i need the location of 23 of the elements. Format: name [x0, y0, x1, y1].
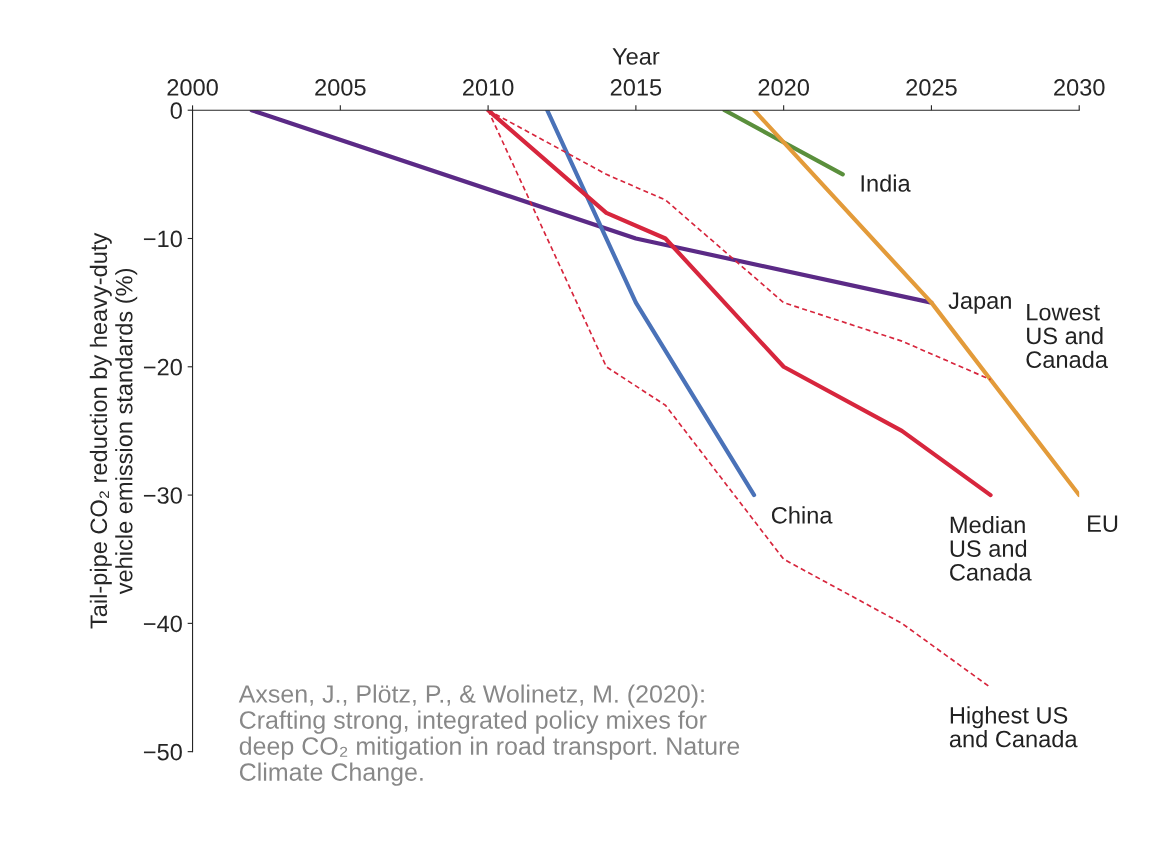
y-axis-title: Tail-pipe CO₂ reduction by heavy-duty vehicle emission standards (%) [89, 232, 138, 629]
annotation: Axsen, J., Plötz, P., & Wolinetz, M. (2020): Crafting strong, integrated policy mixes for deep CO₂ mitigation in road transport. Nature Climate Change. [238, 684, 740, 786]
x-tick-label: 2025 [906, 79, 957, 96]
series-label: India [861, 174, 911, 192]
series-label: China [771, 506, 833, 524]
x-tick-label: 2020 [758, 79, 809, 96]
y-tick-label: −10 [143, 230, 182, 248]
x-tick-label: 2010 [463, 79, 514, 96]
y-tick-label: −50 [143, 743, 182, 761]
series-label: Lowest US and Canada [1026, 304, 1108, 369]
x-axis-title: Year [612, 48, 660, 65]
series-label: Median US and Canada [950, 515, 1032, 581]
x-tick-label: 2000 [167, 79, 218, 96]
series-label: Highest US and Canada [949, 706, 1078, 748]
y-tick-label: −20 [143, 358, 182, 376]
series-label: Japan [948, 292, 1011, 314]
y-tick-label: 0 [170, 102, 182, 119]
x-tick-label: 2030 [1054, 79, 1105, 96]
series-label: EU [1088, 515, 1118, 532]
y-tick-label: −40 [143, 615, 182, 633]
x-tick-label: 2005 [315, 79, 366, 96]
x-tick-label: 2015 [610, 79, 662, 96]
y-tick-label: −30 [143, 487, 182, 504]
